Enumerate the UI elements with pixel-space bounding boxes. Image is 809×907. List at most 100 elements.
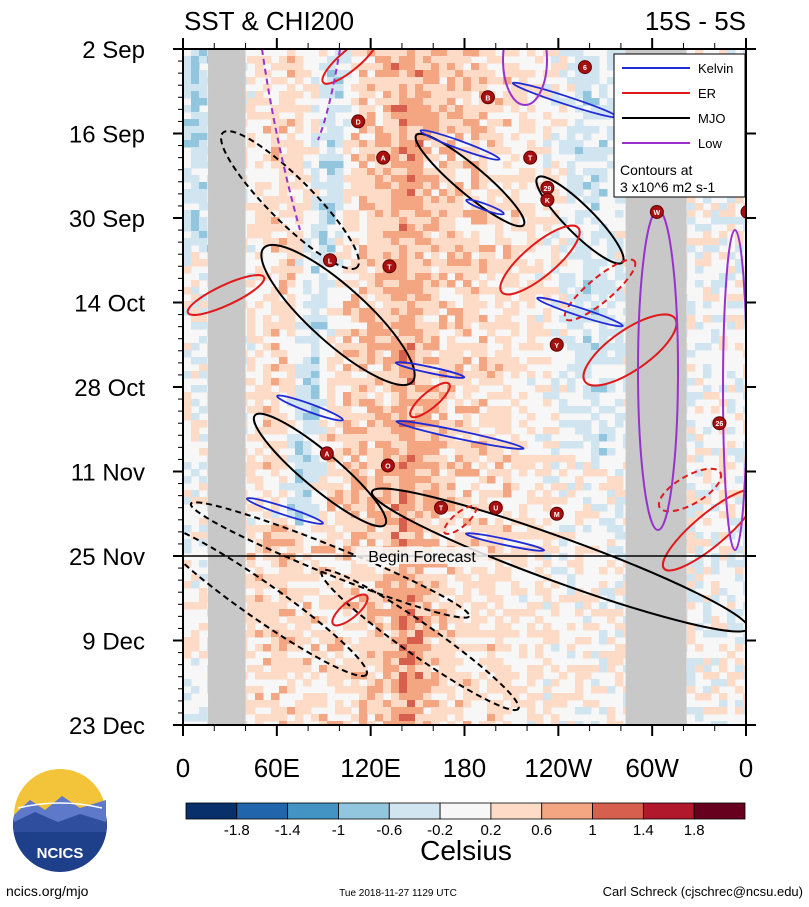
colorbar-tick-label: 1.8 [684,822,705,839]
storm-marker: P [747,79,760,92]
storm-marker: M [549,506,564,521]
storm-marker: 30 [760,326,773,339]
mjo-contour [320,568,520,712]
colorbar-label: Celsius [420,835,512,866]
storm-marker: T [763,296,776,309]
kelvin-contour [464,532,546,552]
colorbar-tick-label: -0.6 [376,822,402,839]
kelvin-contour [419,129,501,161]
storm-marker-label: D [356,119,361,126]
storm-marker: M [799,248,809,261]
storm-marker-label: U [493,506,498,513]
latitude-band-label: 15S - 5S [645,6,746,36]
storm-marker: Y [549,337,564,352]
storm-marker: W [649,204,664,219]
kelvin-contour [276,394,344,422]
storm-marker-label: T [439,506,444,513]
storm-marker-label: A [324,451,329,458]
er-contour [186,274,266,316]
y-tick-label: 9 Dec [82,629,145,656]
land-africa [208,49,246,725]
colorbar-swatch [592,802,644,820]
low-contour [317,49,341,141]
colorbar-tick-label: -1.4 [275,822,301,839]
y-tick-label: 23 Dec [69,713,145,740]
site-link[interactable]: ncics.org/mjo [6,883,89,899]
logo-text: NCICS [37,845,84,862]
storm-marker-label: Y [554,343,559,350]
kelvin-contour [465,198,505,216]
colorbar-tick-label: -0.2 [427,822,453,839]
wave-contours [183,49,746,712]
storm-marker: L [323,253,338,268]
colorbar-swatch [693,802,746,820]
y-tick-label: 28 Oct [74,375,145,402]
x-tick-label: 180 [443,753,486,783]
low-contour [722,229,746,551]
legend-note-line2: 3 x10^6 m2 s-1 [620,179,715,195]
author-credit: Carl Schreck (cjschrec@ncsu.edu) [603,884,803,899]
colorbar-tick-label: -1.8 [224,822,250,839]
chart-title: SST & CHI200 [184,6,354,36]
storm-marker-label: L [328,258,333,265]
storm-marker: T [434,500,449,515]
storm-marker-label: T [528,156,533,163]
storm-marker-label: M [554,512,560,519]
storm-marker-label: T [387,264,392,271]
x-tick-label: 0 [739,753,753,783]
er-contour [331,593,369,627]
storm-marker: T [382,259,397,274]
mjo-contour [189,501,471,619]
timestamp: Tue 2018-11-27 1129 UTC [339,888,457,899]
colorbar-swatch [490,802,543,820]
storm-marker-label: 6 [583,65,587,72]
forecast-label: Begin Forecast [368,549,476,566]
x-axis: 0 60E 120E 180 120W 60W 0 [176,38,753,783]
storm-marker-label: 30 [762,331,770,338]
colorbar-tick-label: 1.4 [633,822,654,839]
y-tick-label: 25 Nov [69,544,145,571]
storm-marker: 6 [577,60,592,75]
legend-entry-label: Kelvin [698,61,733,76]
storm-marker-label: B [485,95,490,102]
mjo-contour [370,487,746,633]
storm-marker: O [380,458,395,473]
storm-marker: A [319,446,334,461]
storm-marker: 29 [540,180,555,195]
storm-marker-label: 29 [543,186,551,193]
x-tick-label: 0 [176,753,190,783]
er-contour [582,313,678,387]
mjo-contour [414,132,526,228]
legend-entry-label: ER [698,86,716,101]
kelvin-contour [536,296,624,328]
y-tick-label: 2 Sep [82,37,145,64]
er-contour [409,381,451,419]
storm-marker: T [523,150,538,165]
storm-marker: B [480,90,495,105]
low-contour [261,49,301,231]
y-tick-label: 30 Sep [69,206,145,233]
colorbar-tick-label: -1 [332,822,345,839]
x-tick-label: 120W [524,753,592,783]
colorbar-swatch [185,802,238,820]
y-axis: 2 Sep 16 Sep 30 Sep 14 Oct 28 Oct 11 Nov 25 No… [69,37,756,740]
storm-marker: 26 [712,416,727,431]
mjo-contour [260,243,416,387]
storm-marker: U [488,500,503,515]
colorbar-tick-label: 0.2 [480,822,501,839]
er-contour [661,488,746,572]
storm-marker-label: A [381,156,386,163]
colorbar-swatch [236,802,289,820]
colorbar-swatch [439,802,492,820]
storm-marker: A [376,150,391,165]
x-tick-label: 120E [340,753,401,783]
colorbar-swatch [541,802,593,820]
kelvin-contour [246,497,324,525]
kelvin-contour [395,420,525,450]
storm-markers: 6PBDUATR29KWSLTMNT3030YO26AOTUM [319,60,809,521]
x-tick-label: 60W [625,753,679,783]
storm-marker-label: O [385,463,391,470]
storm-marker-label: T [767,301,772,308]
mjo-contour [183,522,368,678]
